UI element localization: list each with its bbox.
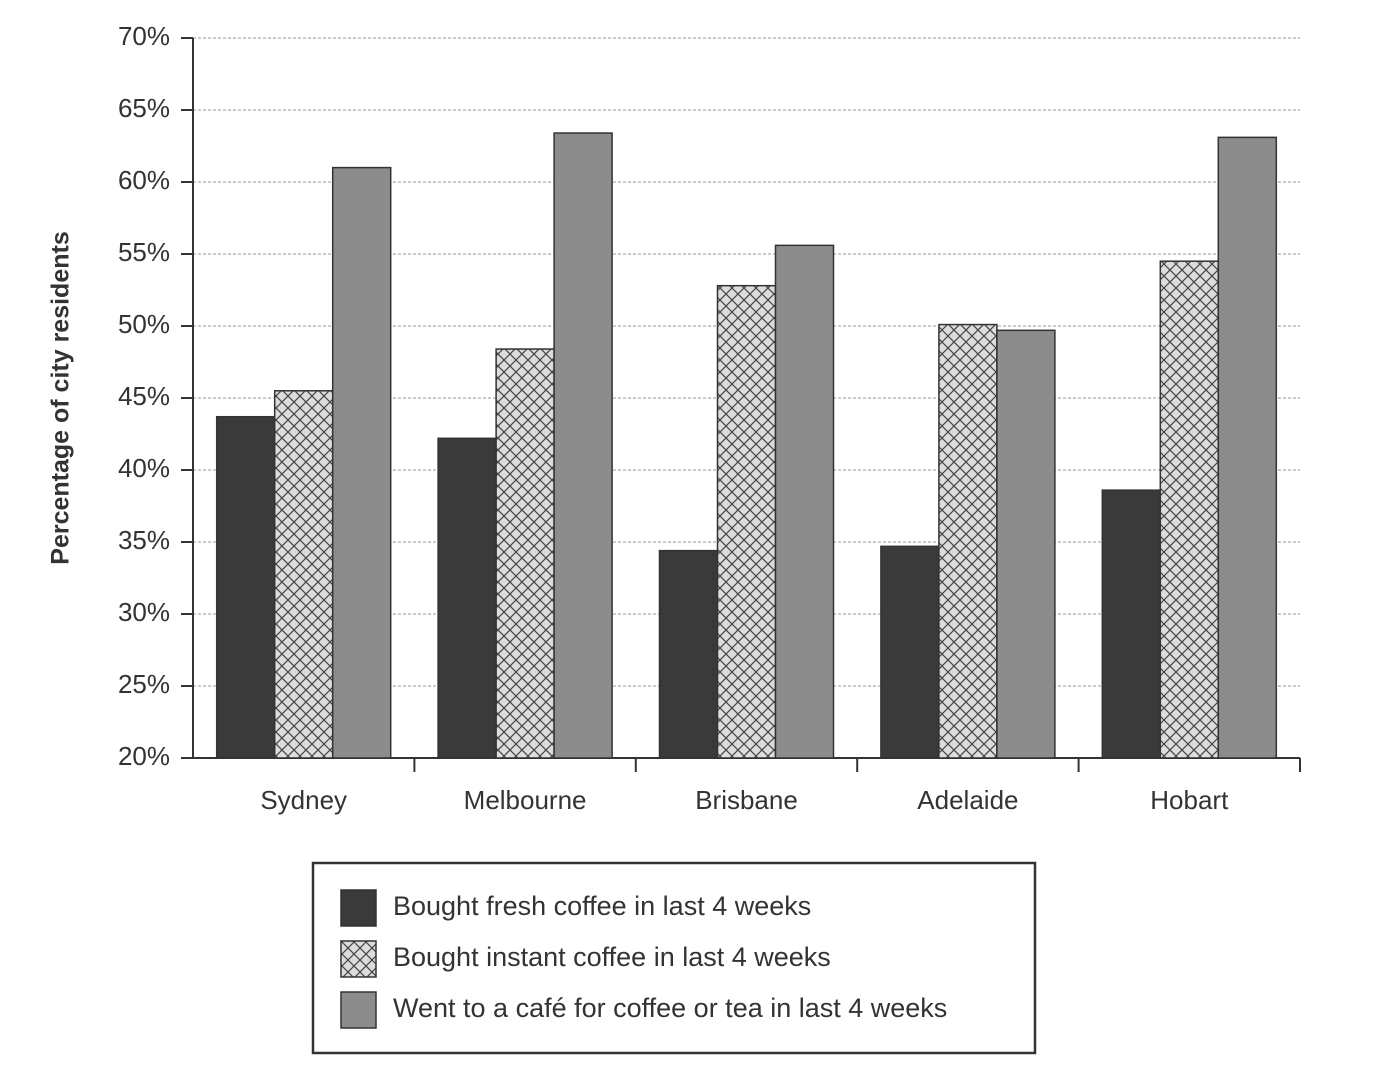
y-tick-label: 55% bbox=[118, 237, 170, 267]
bar bbox=[880, 545, 940, 759]
legend-swatch bbox=[340, 889, 377, 927]
bar bbox=[553, 132, 613, 759]
legend-label: Went to a café for coffee or tea in last… bbox=[393, 993, 947, 1023]
y-tick-label: 35% bbox=[118, 525, 170, 555]
bar bbox=[215, 415, 276, 759]
bar bbox=[996, 329, 1056, 759]
y-tick-label: 25% bbox=[118, 669, 170, 699]
bar bbox=[774, 244, 835, 759]
legend-swatch bbox=[340, 991, 377, 1029]
x-tick-label: Melbourne bbox=[464, 785, 587, 815]
y-tick-label: 50% bbox=[118, 309, 170, 339]
y-tick-label: 70% bbox=[118, 21, 170, 51]
bar bbox=[1217, 136, 1278, 759]
bar bbox=[1101, 489, 1162, 759]
bar bbox=[331, 166, 392, 759]
bar bbox=[658, 549, 719, 759]
x-tick-label: Brisbane bbox=[695, 785, 798, 815]
x-tick-label: Sydney bbox=[260, 785, 347, 815]
y-tick-label: 40% bbox=[118, 453, 170, 483]
y-tick-label: 20% bbox=[118, 741, 170, 771]
y-tick-label: 45% bbox=[118, 381, 170, 411]
y-tick-label: 65% bbox=[118, 93, 170, 123]
legend-label: Bought instant coffee in last 4 weeks bbox=[393, 942, 831, 972]
legend-label: Bought fresh coffee in last 4 weeks bbox=[393, 891, 811, 921]
bar bbox=[437, 437, 497, 759]
bar bbox=[716, 284, 777, 759]
bar bbox=[938, 323, 998, 759]
y-axis-label: Percentage of city residents bbox=[47, 231, 75, 564]
bar bbox=[273, 390, 334, 759]
y-tick-label: 30% bbox=[118, 597, 170, 627]
x-tick-label: Adelaide bbox=[917, 785, 1018, 815]
bar bbox=[1159, 260, 1220, 759]
legend-swatch bbox=[340, 940, 377, 978]
x-tick-label: Hobart bbox=[1150, 785, 1229, 815]
y-tick-label: 60% bbox=[118, 165, 170, 195]
bar bbox=[495, 348, 555, 759]
legend-box bbox=[311, 861, 1037, 1055]
